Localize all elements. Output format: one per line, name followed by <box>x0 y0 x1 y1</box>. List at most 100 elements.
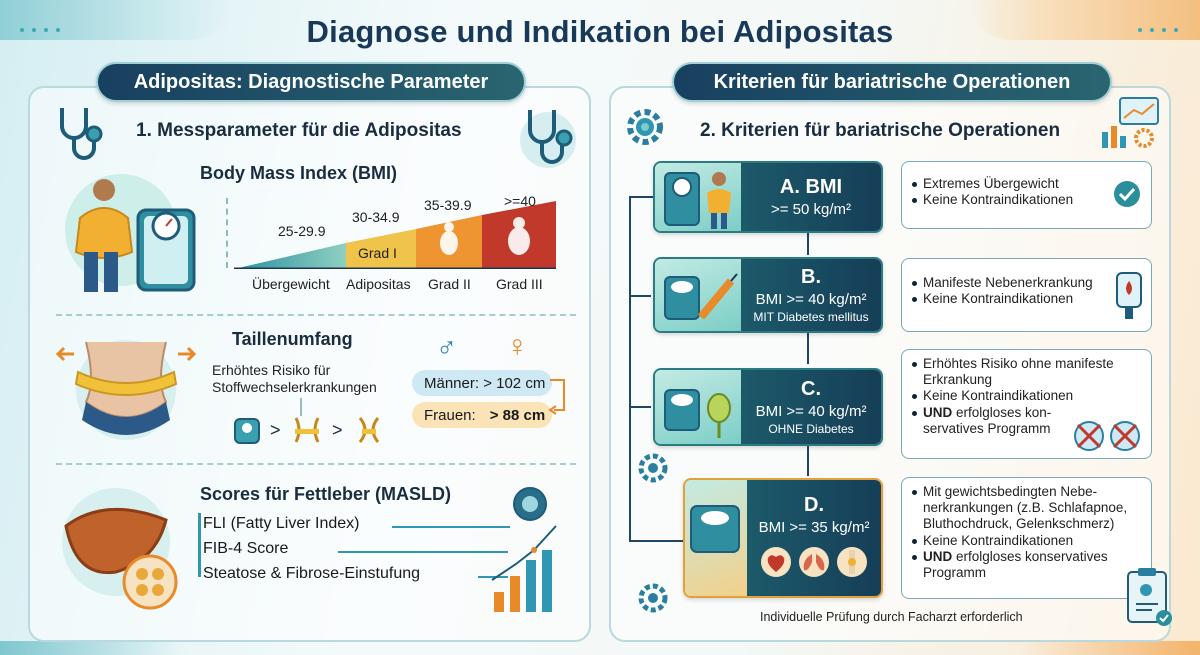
joint-icon <box>837 547 867 577</box>
gear-icon <box>627 109 663 145</box>
criterion-c-title: C. <box>801 378 821 400</box>
criterion-c-icon-area <box>655 370 741 444</box>
risk-connector <box>300 398 302 416</box>
criterion-d-info-2: Keine Kontraindikationen <box>912 533 1143 549</box>
scale-pancreas-icon <box>664 389 731 438</box>
criterion-a-line2: >= 50 kg/m² <box>770 201 852 218</box>
women-label: Frauen: <box>424 406 476 424</box>
bmi-label-uebergewicht: Übergewicht <box>252 276 330 292</box>
women-value: > 88 cm <box>489 406 546 424</box>
left-section-heading: 1. Messparameter für die Adipositas <box>136 120 462 141</box>
gear-icon <box>638 453 668 483</box>
waist-measure-illustration <box>56 340 196 440</box>
bmi-label-grad2: Grad II <box>428 276 471 292</box>
criterion-d-box: D. BMI >= 35 kg/m² <box>683 478 883 598</box>
gear-icon <box>638 583 668 613</box>
waist-slim-icon <box>358 417 380 443</box>
criterion-d-info-1: Mit gewichtsbedingten Nebe-nerkrankungen… <box>912 484 1140 533</box>
criterion-a-box: A. BMI >= 50 kg/m² <box>653 161 883 233</box>
waist-title: Taillenumfang <box>232 329 353 349</box>
clipboard-icon <box>1127 568 1172 626</box>
flow-line-vertical-left <box>629 196 631 541</box>
left-panel-pill: Adipositas: Diagnostische Parameter <box>96 62 526 102</box>
bmi-title: Body Mass Index (BMI) <box>200 163 398 183</box>
masld-arrow-3 <box>478 576 508 578</box>
male-symbol-icon: ♂ <box>436 332 457 363</box>
criterion-d-info: Mit gewichtsbedingten Nebe-nerkrankungen… <box>901 477 1152 599</box>
criterion-b-box: B. BMI >= 40 kg/m² MIT Diabetes mellitus <box>653 257 883 333</box>
bmi-divider <box>226 198 228 268</box>
criterion-b-title: B. <box>801 266 821 288</box>
criterion-a-title: A. BMI <box>779 176 843 198</box>
bmi-ramp-chart <box>234 201 556 269</box>
scale-person-icon <box>664 172 731 229</box>
criterion-c-line2: BMI >= 40 kg/m² <box>755 403 867 420</box>
criterion-a-icon-area <box>655 163 741 231</box>
women-threshold: Frauen: > 88 cm <box>412 402 552 428</box>
bmi-segment-uebergewicht <box>234 243 346 269</box>
stethoscope-icon <box>60 108 103 160</box>
waist-progress-gt-1: > <box>270 420 281 440</box>
footnote: Individuelle Prüfung durch Facharzt erfo… <box>760 610 1023 624</box>
criterion-b-line2: BMI >= 40 kg/m² <box>755 291 867 308</box>
lungs-icon <box>799 547 829 577</box>
criterion-b-line3: MIT Diabetes mellitus <box>753 310 869 324</box>
analytics-icon <box>1102 97 1159 148</box>
criterion-a-info: Extremes Übergewicht Keine Kontraindikat… <box>901 161 1152 229</box>
waist-risk-line-1: Erhöhtes Risiko für <box>212 362 331 378</box>
glucometer-icon <box>1116 272 1142 319</box>
no-exercise-icon <box>1110 421 1140 451</box>
masld-title: Scores für Fettleber (MASLD) <box>200 484 452 504</box>
criterion-c-und: UND <box>923 404 953 420</box>
criterion-d-title: D. <box>804 494 824 516</box>
decor-corner-top-left <box>0 0 230 40</box>
main-title: Diagnose und Indikation bei Adipositas <box>306 14 894 49</box>
flow-line-b <box>629 295 651 297</box>
masld-item-1: FLI (Fatty Liver Index) <box>203 515 360 532</box>
bmi-range-4: >=40 <box>504 193 536 209</box>
masld-arrow-2 <box>338 551 508 553</box>
criterion-c-info-2: Keine Kontraindikationen <box>912 388 1143 404</box>
flow-line-d <box>629 540 683 542</box>
criterion-d-line2: BMI >= 35 kg/m² <box>758 519 870 536</box>
criterion-b-icon-area <box>655 259 741 331</box>
men-threshold-text: Männer: > 102 cm <box>424 374 546 392</box>
criterion-c-info-3: UND erfolgloses kon-servatives Programm <box>912 405 1068 437</box>
waist-progress-gt-2: > <box>332 420 343 440</box>
heart-organ-icon <box>761 547 791 577</box>
flow-down-cd <box>807 446 809 476</box>
criterion-d-icon-area <box>685 480 747 596</box>
section-divider <box>56 463 576 465</box>
threshold-connector-icon <box>548 379 565 415</box>
flow-line-a <box>629 196 653 198</box>
criterion-b-info-2: Keine Kontraindikationen <box>912 291 1143 307</box>
flow-down-bc <box>807 332 809 364</box>
criterion-a-info-1: Extremes Übergewicht <box>912 176 1143 192</box>
bmi-range-2: 30-34.9 <box>352 209 400 225</box>
scale-syringe-icon <box>664 273 738 320</box>
decor-corner-top-right <box>970 0 1200 40</box>
criterion-c-info: Erhöhtes Risiko ohne manifeste Erkrankun… <box>901 349 1152 459</box>
right-section-heading: 2. Kriterien für bariatrische Operatione… <box>700 120 1061 141</box>
female-symbol-icon: ♀ <box>506 330 529 363</box>
right-panel-pill: Kriterien für bariatrische Operationen <box>672 62 1112 102</box>
masld-arrow-1 <box>392 526 510 528</box>
masld-bracket <box>198 513 201 577</box>
bmi-label-adipositas: Adipositas <box>346 276 411 292</box>
flow-line-c <box>629 406 651 408</box>
scale-small-icon <box>234 418 260 444</box>
criterion-d-info-3: UND erfolgloses konservatives Programm <box>912 549 1112 581</box>
decor-dots-right <box>1138 28 1180 32</box>
criterion-c-box: C. BMI >= 40 kg/m² OHNE Diabetes <box>653 368 883 446</box>
scale-icon <box>690 505 740 553</box>
criterion-d-und: UND <box>923 548 953 564</box>
men-threshold: Männer: > 102 cm <box>412 370 552 396</box>
bmi-segment-grad1 <box>346 229 416 269</box>
bar-chart-icon <box>491 525 557 612</box>
bmi-range-1: 25-29.9 <box>278 223 326 239</box>
criterion-d-und-rest: erfolgloses konservatives Programm <box>923 548 1108 580</box>
liver-icon <box>62 488 178 610</box>
criterion-b-info-1: Manifeste Nebenerkrankung <box>912 275 1143 291</box>
ultrasound-icon <box>513 487 547 521</box>
check-circle-icon <box>1114 181 1140 207</box>
